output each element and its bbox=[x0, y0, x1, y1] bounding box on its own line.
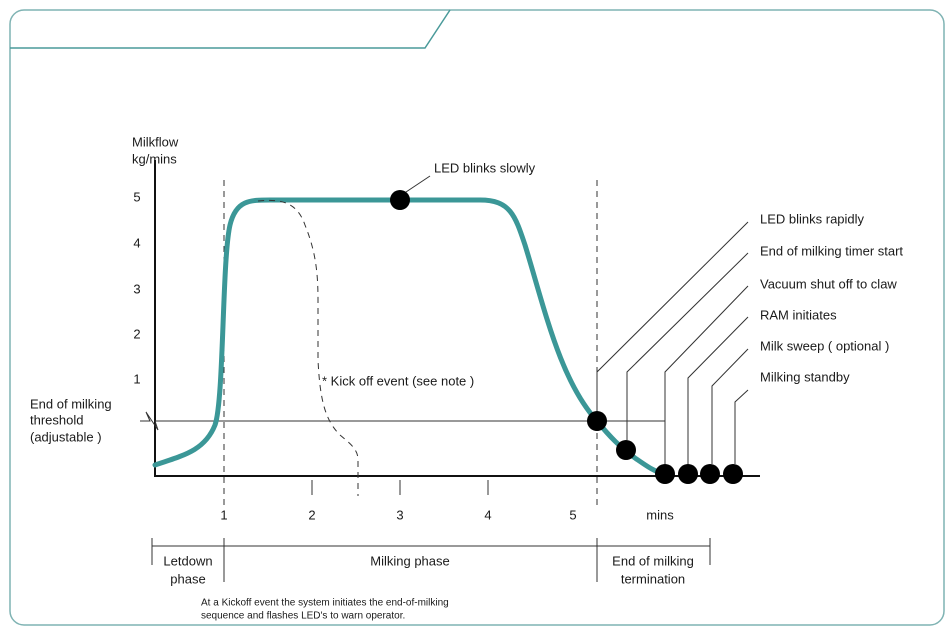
threshold-label: threshold bbox=[30, 412, 83, 427]
event-label: RAM initiates bbox=[760, 307, 837, 322]
frame bbox=[9, 9, 945, 626]
leader-line bbox=[596, 221, 749, 411]
phase-label: End of milking bbox=[612, 553, 694, 568]
event-label: Vacuum shut off to claw bbox=[760, 276, 897, 291]
annotation: LED blinks slowly bbox=[434, 160, 536, 175]
x-tick-label: 1 bbox=[220, 507, 227, 522]
event-point bbox=[723, 464, 743, 484]
annotation: * Kick off event (see note ) bbox=[322, 373, 474, 388]
threshold-label: (adjustable ) bbox=[30, 429, 102, 444]
kickoff-curve bbox=[257, 199, 359, 496]
phase-label: Letdown bbox=[163, 553, 212, 568]
x-axis-unit: mins bbox=[646, 507, 674, 522]
y-axis-label: Milkflow bbox=[132, 134, 179, 149]
leader-line bbox=[687, 316, 749, 464]
header-tab bbox=[10, 9, 451, 49]
axis-break bbox=[140, 411, 162, 431]
event-label: End of milking timer start bbox=[760, 243, 903, 258]
x-tick-marks bbox=[311, 480, 489, 495]
x-tick-label: 5 bbox=[569, 507, 576, 522]
event-point bbox=[655, 464, 675, 484]
leader-line bbox=[626, 252, 749, 440]
y-tick-label: 5 bbox=[133, 189, 140, 204]
y-tick-label: 3 bbox=[133, 281, 140, 296]
event-point bbox=[678, 464, 698, 484]
milkflow-curve bbox=[152, 197, 668, 477]
x-tick-label: 2 bbox=[308, 507, 315, 522]
phase-label: termination bbox=[621, 571, 685, 586]
x-tick-label: 3 bbox=[396, 507, 403, 522]
event-point bbox=[700, 464, 720, 484]
leader-line bbox=[734, 389, 749, 464]
leader-line bbox=[664, 285, 749, 464]
phase-label: phase bbox=[170, 571, 205, 586]
y-axis-label: kg/mins bbox=[132, 151, 177, 166]
note: sequence and flashes LED's to warn opera… bbox=[201, 611, 405, 622]
leader-line bbox=[711, 348, 749, 464]
event-label: Milk sweep ( optional ) bbox=[760, 338, 889, 353]
threshold-label: End of milking bbox=[30, 396, 112, 411]
event-point bbox=[587, 411, 607, 431]
event-label: LED blinks rapidly bbox=[760, 211, 865, 226]
note: At a Kickoff event the system initiates … bbox=[201, 598, 449, 609]
y-tick-label: 2 bbox=[133, 326, 140, 341]
event-point bbox=[390, 190, 410, 210]
event-point bbox=[616, 440, 636, 460]
x-tick-label: 4 bbox=[484, 507, 491, 522]
y-tick-label: 4 bbox=[133, 235, 140, 250]
leader-line bbox=[405, 175, 431, 193]
y-tick-label: 1 bbox=[133, 371, 140, 386]
event-label: Milking standby bbox=[760, 369, 850, 384]
phase-label: Milking phase bbox=[370, 553, 450, 568]
